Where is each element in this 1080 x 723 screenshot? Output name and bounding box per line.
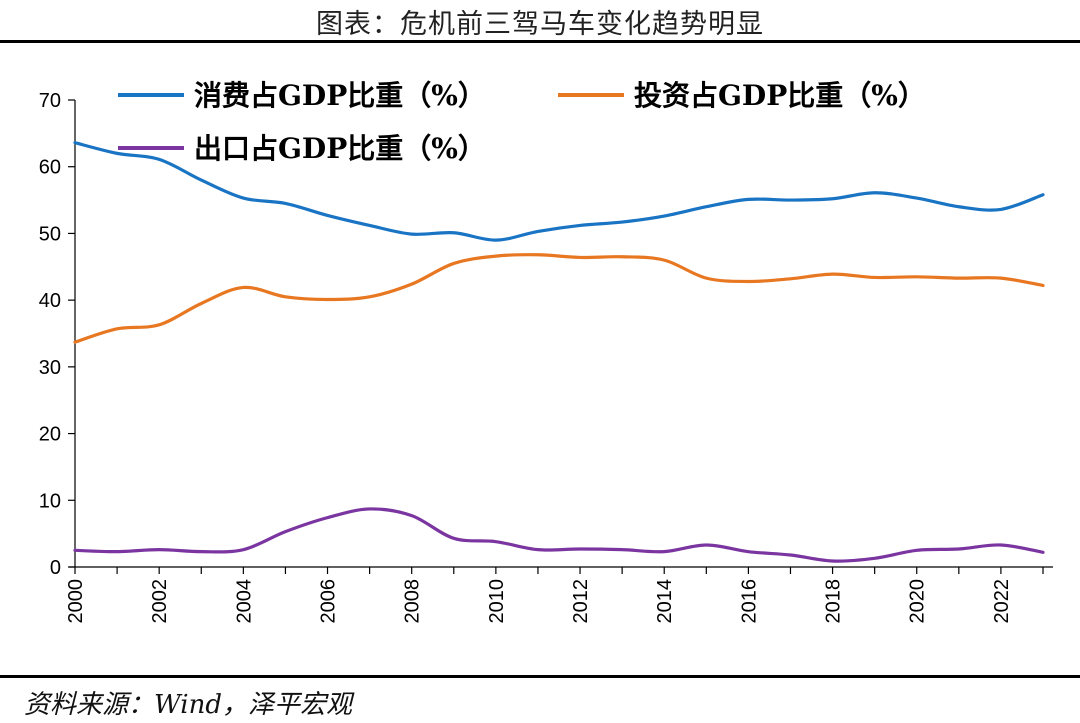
x-tick-label: 2004	[233, 579, 255, 624]
y-tick-label: 0	[50, 557, 61, 579]
y-tick-label: 50	[39, 223, 61, 245]
y-tick-label: 10	[39, 490, 61, 512]
x-tick-label: 2012	[570, 579, 592, 624]
line-chart: 0 10 20 30 40 50 60 70 2000 2002 2004 2006 2008 2010 2…	[39, 79, 1053, 624]
x-tick-label: 2006	[318, 579, 340, 624]
x-tick-label: 2000	[65, 579, 87, 624]
chart-title-header: 图表：危机前三驾马车变化趋势明显	[316, 9, 764, 40]
x-tick-label: 2002	[149, 579, 171, 624]
axes: 0 10 20 30 40 50 60 70 2000 2002 2004 2006 2008 2010 2…	[39, 90, 1053, 624]
y-tick-label: 40	[39, 290, 61, 312]
x-tick-label: 2018	[823, 579, 845, 624]
y-tick-label: 30	[39, 357, 61, 379]
series-line-investment	[73, 253, 1045, 344]
legend-label-consumption: 消费占GDP比重（%）	[194, 79, 486, 112]
source-note: 资料来源：Wind，泽平宏观	[24, 690, 352, 720]
series-line-consumption	[73, 141, 1045, 242]
legend: 消费占GDP比重（%） 投资占GDP比重（%） 出口占GDP比重（%）	[118, 79, 926, 165]
x-tick-label: 2020	[907, 579, 929, 624]
x-tick-label: 2022	[991, 579, 1013, 624]
x-tick-label: 2008	[402, 579, 424, 624]
x-tick-label: 2010	[486, 579, 508, 624]
y-tick-label: 60	[39, 157, 61, 179]
x-tick-label: 2014	[654, 579, 676, 624]
series-lines	[73, 141, 1045, 563]
series-line-export	[73, 507, 1045, 563]
x-tick-label: 2016	[738, 579, 760, 624]
y-tick-label: 70	[39, 90, 61, 112]
top-rule	[0, 40, 1080, 43]
bottom-rule	[0, 675, 1080, 678]
legend-label-export: 出口占GDP比重（%）	[194, 132, 486, 165]
legend-label-investment: 投资占GDP比重（%）	[634, 79, 926, 112]
y-tick-label: 20	[39, 424, 61, 446]
